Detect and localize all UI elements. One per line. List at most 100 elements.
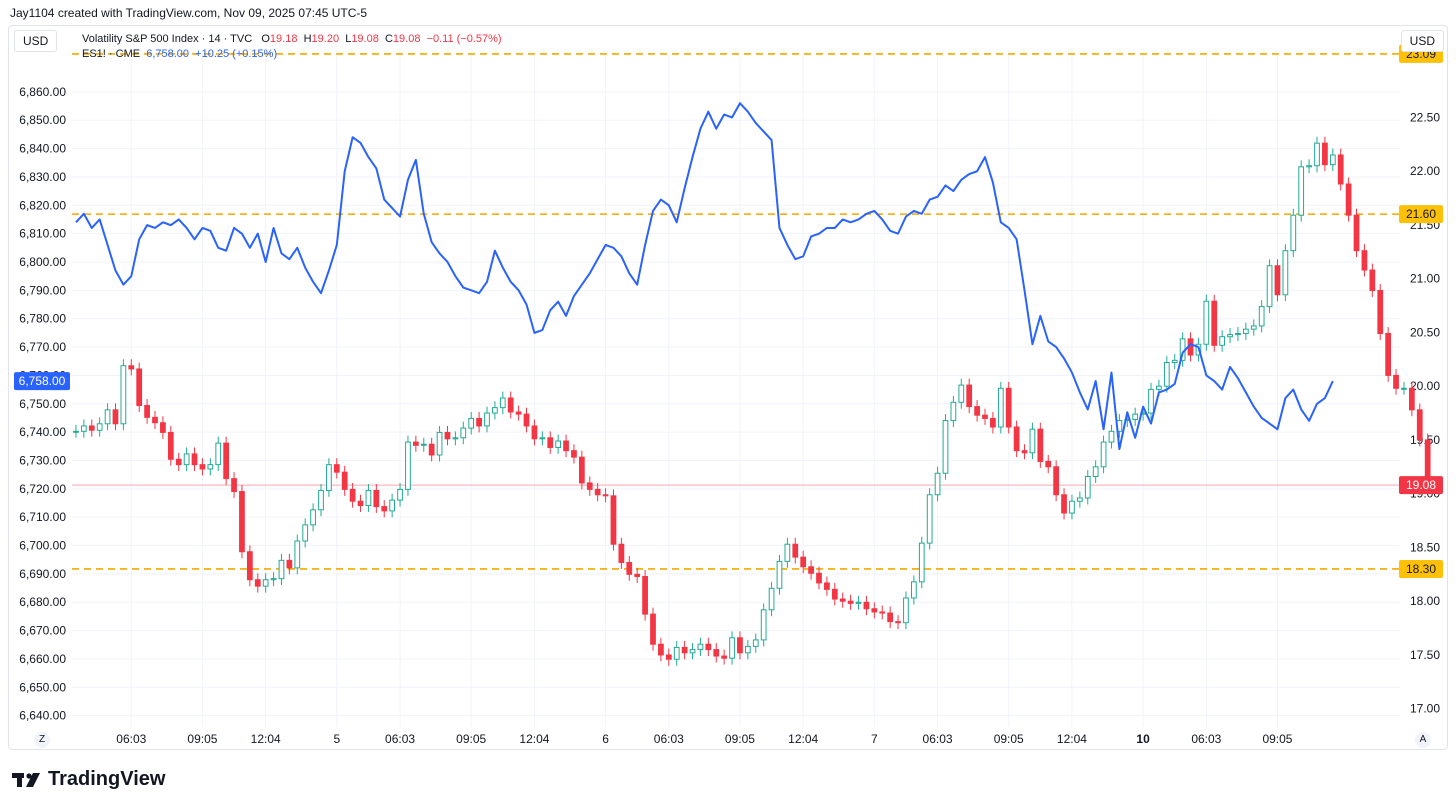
vix-candle-body: [974, 406, 980, 416]
x-axis-time-label: 09:05: [725, 732, 755, 746]
vix-candle-body: [460, 427, 467, 439]
right-currency-button[interactable]: USD: [1400, 30, 1444, 52]
vix-candle-body: [1053, 466, 1060, 496]
x-axis-day-label: 6: [602, 732, 609, 746]
es-change: +10.25 (+0.15%): [195, 48, 278, 60]
vix-candle-body: [547, 437, 554, 448]
left-axis-tick-label: 6,650.00: [19, 680, 66, 694]
left-axis-tick-label: 6,810.00: [19, 227, 66, 241]
vix-candle-body: [373, 489, 380, 508]
vix-change: −0.11 (−0.57%): [426, 33, 502, 45]
vix-candle-body: [982, 414, 988, 419]
vix-candle-body: [744, 645, 751, 654]
vix-candle-body: [1242, 328, 1249, 334]
left-axis-tick-label: 6,820.00: [19, 198, 66, 212]
es-price-line: [75, 102, 1334, 451]
tradingview-logo-icon: [12, 772, 40, 787]
vix-candle-body: [365, 489, 372, 507]
vix-candle-body: [286, 559, 293, 569]
left-axis-tick-label: 6,780.00: [19, 312, 66, 326]
vix-candle-body: [120, 365, 127, 425]
es-legend-name[interactable]: ES1! · CME: [82, 48, 141, 60]
right-axis-tick-label: 20.50: [1410, 325, 1440, 339]
vix-candle-body: [246, 551, 253, 581]
auto-scale-button[interactable]: A: [1415, 732, 1431, 748]
vix-candle-body: [665, 654, 672, 660]
vix-candle-body: [586, 482, 593, 490]
left-axis-tick-label: 6,790.00: [19, 283, 66, 297]
vix-candle-body: [476, 417, 482, 427]
vix-candle-body: [658, 643, 664, 656]
x-axis-day-label: 7: [871, 732, 878, 746]
vix-candle-body: [808, 566, 814, 574]
x-axis-time-label: 09:05: [187, 732, 217, 746]
vix-candle-body: [349, 488, 356, 502]
vix-candle-body: [610, 495, 617, 545]
vix-candle-body: [681, 646, 688, 654]
vix-candle-body: [760, 609, 767, 641]
vix-candle-body: [650, 613, 656, 645]
vix-candle-body: [507, 397, 514, 413]
vix-candle-body: [428, 443, 435, 456]
vix-candle-body: [436, 431, 443, 456]
vix-candle-body: [397, 488, 403, 501]
x-axis-day-label: 5: [333, 732, 340, 746]
vix-candle-body: [784, 543, 791, 562]
vix-candle-body: [152, 416, 158, 424]
vix-last-price-label-bg: [1399, 476, 1443, 495]
vix-candle-body: [776, 560, 783, 589]
vix-candle-body: [1274, 265, 1281, 296]
vix-candle-body: [484, 412, 490, 427]
vix-low-label: L: [345, 33, 352, 45]
vix-close-value: 19.08: [392, 33, 421, 45]
vix-candle-body: [855, 601, 862, 604]
vix-candle-body: [357, 500, 364, 507]
vix-candle-body: [1163, 362, 1170, 387]
vix-close-label: C: [384, 33, 393, 45]
vix-candle-body: [1353, 214, 1360, 252]
vix-candle-body: [104, 409, 111, 425]
vix-candle-body: [1005, 387, 1012, 428]
tradingview-logo[interactable]: TradingView: [12, 768, 165, 791]
right-axis-tick-label: 22.50: [1410, 110, 1440, 124]
vix-candle-body: [341, 471, 348, 490]
vix-candle-body: [1013, 426, 1020, 452]
vix-candle-body: [405, 441, 411, 490]
vix-candle-body: [1108, 430, 1115, 443]
vix-candle-body: [824, 582, 830, 590]
left-axis-tick-label: 6,690.00: [19, 567, 66, 581]
vix-candle-body: [642, 575, 648, 615]
es-value: 6,758.00: [146, 48, 190, 60]
vix-candle-body: [333, 464, 340, 473]
vix-candle-body: [302, 524, 309, 542]
vix-low-value: 19.08: [351, 33, 379, 45]
x-axis-time-label: 06:03: [654, 732, 684, 746]
vix-candle-body: [191, 453, 198, 466]
vix-candle-body: [594, 488, 601, 496]
vix-candle-body: [602, 494, 609, 497]
vix-legend-name[interactable]: Volatility S&P 500 Index · 14 · TVC: [82, 33, 253, 45]
left-currency-button[interactable]: USD: [14, 30, 58, 52]
vix-candle-body: [839, 598, 846, 602]
left-axis-tick-label: 6,670.00: [19, 624, 66, 638]
vix-candle-body: [381, 506, 388, 512]
x-axis-day-label: 10: [1136, 732, 1150, 746]
left-axis-tick-label: 6,740.00: [19, 425, 66, 439]
vix-candle-body: [1298, 166, 1305, 216]
vix-candle-body: [96, 423, 103, 431]
vix-candle-body: [1171, 359, 1178, 364]
x-axis-time-label: 12:04: [251, 732, 281, 746]
left-axis-tick-label: 6,730.00: [19, 453, 66, 467]
x-axis-time-label: 06:03: [116, 732, 146, 746]
vix-last-price-label: 19.08: [1406, 478, 1436, 492]
vix-candle-body: [1235, 332, 1241, 336]
vix-candle-body: [80, 425, 87, 432]
chart-frame[interactable]: [8, 25, 1448, 750]
zoom-reset-button[interactable]: Z: [34, 732, 50, 748]
vix-candle-body: [539, 437, 546, 440]
tradingview-logo-text: TradingView: [48, 768, 166, 790]
vix-candle-body: [468, 417, 475, 429]
vix-candle-body: [1361, 250, 1368, 271]
vix-candle-body: [231, 478, 237, 493]
